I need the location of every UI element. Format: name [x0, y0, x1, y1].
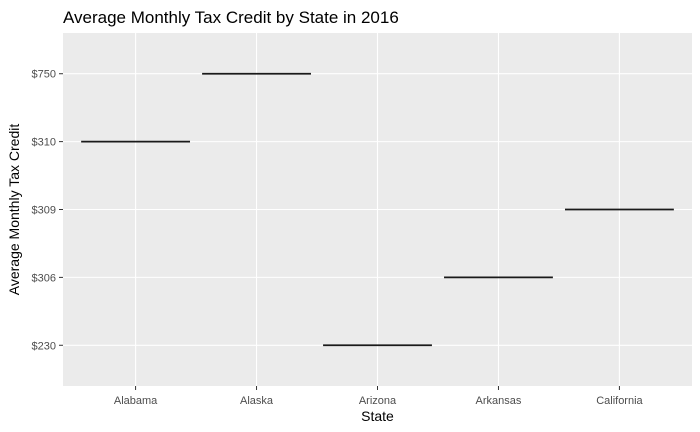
y-tick-label: $310 [32, 137, 56, 149]
y-tick-label: $306 [32, 272, 56, 284]
y-axis: $230 $306 $309 $310 $750 [32, 69, 63, 352]
y-tick-label: $750 [32, 69, 56, 81]
crossbar-marks [81, 72, 674, 347]
x-tick-label: California [596, 395, 643, 407]
x-tick-label: Alabama [114, 395, 158, 407]
x-axis: Alabama Alaska Arizona Arkansas California [114, 386, 644, 407]
x-tick-label: Alaska [240, 395, 274, 407]
y-tick-label: $230 [32, 340, 56, 352]
y-tick-label: $309 [32, 205, 56, 217]
y-axis-title: Average Monthly Tax Credit [6, 124, 22, 296]
x-axis-title: State [361, 408, 394, 424]
x-tick-label: Arizona [359, 395, 397, 407]
chart-title: Average Monthly Tax Credit by State in 2… [63, 8, 399, 27]
x-tick-label: Arkansas [476, 395, 522, 407]
